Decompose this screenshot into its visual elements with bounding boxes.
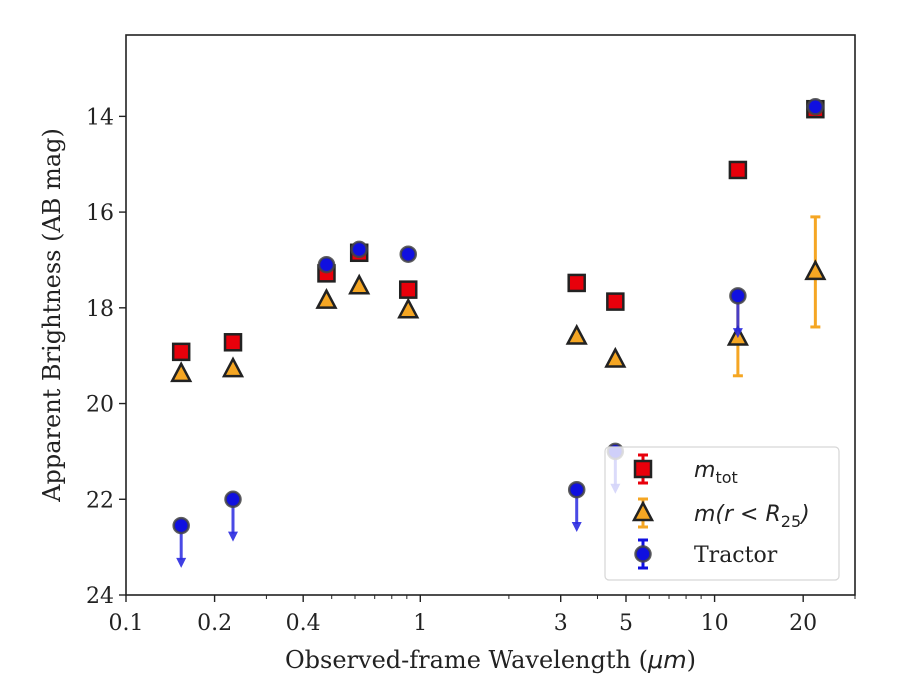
y-tick-label: 22 [86,488,114,513]
y-tick-label: 20 [86,393,114,418]
x-tick-label: 0.2 [197,611,232,636]
data-point-circle [224,490,242,509]
data-point-triangle [170,361,193,383]
data-point-triangle [604,346,627,368]
data-point-triangle [565,323,588,345]
data-point-circle [399,245,417,263]
data-marks [170,98,827,568]
legend-marker-square [633,459,653,479]
data-point-square [606,292,625,311]
data-point-square [398,280,418,299]
legend-label: m(r < R25) [694,502,810,531]
upper-limit-arrow-head [571,521,582,532]
data-point-circle [567,480,586,499]
legend-marker-circle [634,545,652,563]
data-point-triangle [348,273,371,295]
upper-limit-arrow-head [228,531,239,542]
x-tick-label: 20 [789,611,817,636]
legend-label-main: m(r < R [694,502,781,527]
legend: mtot m(r < R25) Tractor [604,446,840,581]
data-point-square [728,160,748,180]
axis-ticks: 0.1 0.2 0.4 1 3 5 10 20 14 16 18 20 22 24 [86,105,856,636]
legend-label-subscript: tot [715,468,737,487]
data-point-circle [806,98,825,116]
legend-label: Tractor [694,543,778,568]
x-tick-label: 0.4 [286,611,321,636]
legend-label: mtot [694,458,738,487]
legend-frame [604,446,840,581]
plot-frame [125,34,856,596]
y-tick-label: 14 [86,105,114,130]
legend-label-main: m [694,458,715,483]
data-point-triangle [804,259,827,281]
y-tick-label: 16 [86,201,114,226]
data-point-triangle [315,287,338,309]
x-tick-label: 1 [413,611,427,636]
legend-marker-triangle [631,500,655,522]
data-point-circle [350,240,368,259]
series-tractor [172,98,825,568]
data-point-triangle [397,297,420,319]
legend-items: mtot m(r < R25) Tractor [631,453,810,570]
x-axis-title-post: ) [687,646,696,674]
series-mtot [171,99,825,362]
data-point-square [171,342,191,362]
y-tick-label: 18 [86,297,114,322]
upper-limit-arrow-head [176,557,187,568]
x-tick-label: 3 [554,611,568,636]
y-tick-label: 24 [86,584,114,609]
data-point-triangle [221,356,245,378]
series-mr25 [170,215,827,383]
x-tick-label: 0.1 [109,611,144,636]
x-axis-title-pre: Observed-frame Wavelength ( [285,646,648,674]
data-point-square [567,273,586,293]
data-point-square [223,333,243,352]
x-tick-label: 10 [701,611,729,636]
upper-limit-arrow-head [732,328,743,339]
y-axis-title: Apparent Brightness (AB mag) [38,128,66,503]
legend-label-main: Tractor [694,543,778,568]
x-axis-title-unit: μm [647,646,687,674]
x-tick-label: 5 [619,611,633,636]
legend-label-subscript: 25 [781,512,801,531]
data-point-circle [172,516,190,535]
data-point-circle [729,287,747,305]
x-axis-title: Observed-frame Wavelength (μm) [285,646,696,674]
legend-label-after: ) [799,502,810,527]
data-point-circle [317,255,336,274]
